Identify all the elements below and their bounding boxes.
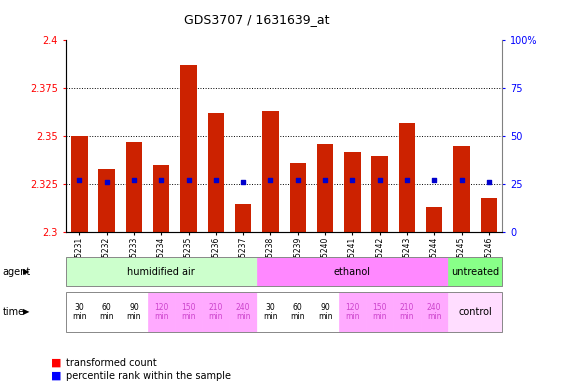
Bar bbox=[153, 165, 170, 232]
Point bbox=[484, 179, 493, 185]
Text: 30
min: 30 min bbox=[72, 303, 87, 321]
Point bbox=[102, 179, 111, 185]
Bar bbox=[235, 204, 251, 232]
Bar bbox=[289, 163, 306, 232]
Text: ▶: ▶ bbox=[23, 308, 29, 316]
Bar bbox=[481, 198, 497, 232]
Text: 120
min: 120 min bbox=[154, 303, 168, 321]
Text: humidified air: humidified air bbox=[127, 266, 195, 277]
Text: ■: ■ bbox=[51, 358, 62, 368]
Text: ▶: ▶ bbox=[23, 267, 29, 276]
Point bbox=[457, 177, 466, 184]
Text: 90
min: 90 min bbox=[318, 303, 332, 321]
Text: 240
min: 240 min bbox=[236, 303, 250, 321]
Bar bbox=[71, 136, 87, 232]
Text: agent: agent bbox=[3, 266, 31, 277]
Text: 60
min: 60 min bbox=[291, 303, 305, 321]
Bar bbox=[180, 65, 196, 232]
Text: GDS3707 / 1631639_at: GDS3707 / 1631639_at bbox=[184, 13, 329, 26]
Point bbox=[293, 177, 302, 184]
Text: 30
min: 30 min bbox=[263, 303, 278, 321]
Bar bbox=[426, 207, 443, 232]
Text: ethanol: ethanol bbox=[334, 266, 371, 277]
Bar bbox=[98, 169, 115, 232]
Text: control: control bbox=[459, 307, 492, 317]
Text: 240
min: 240 min bbox=[427, 303, 441, 321]
Point bbox=[184, 177, 193, 184]
Text: 120
min: 120 min bbox=[345, 303, 360, 321]
Bar bbox=[344, 152, 360, 232]
Text: percentile rank within the sample: percentile rank within the sample bbox=[66, 371, 231, 381]
Point bbox=[320, 177, 329, 184]
Text: 210
min: 210 min bbox=[400, 303, 414, 321]
Bar bbox=[317, 144, 333, 232]
Bar bbox=[453, 146, 470, 232]
Text: time: time bbox=[3, 307, 25, 317]
Point bbox=[348, 177, 357, 184]
Text: 90
min: 90 min bbox=[127, 303, 141, 321]
Bar bbox=[208, 113, 224, 232]
Point bbox=[403, 177, 412, 184]
Text: 60
min: 60 min bbox=[99, 303, 114, 321]
Text: 150
min: 150 min bbox=[181, 303, 196, 321]
Bar bbox=[126, 142, 142, 232]
Point bbox=[75, 177, 84, 184]
Text: 210
min: 210 min bbox=[208, 303, 223, 321]
Point bbox=[239, 179, 248, 185]
Point bbox=[211, 177, 220, 184]
Text: 150
min: 150 min bbox=[372, 303, 387, 321]
Point bbox=[266, 177, 275, 184]
Text: ■: ■ bbox=[51, 371, 62, 381]
Point bbox=[130, 177, 139, 184]
Bar bbox=[399, 123, 415, 232]
Bar bbox=[262, 111, 279, 232]
Text: untreated: untreated bbox=[451, 266, 499, 277]
Bar bbox=[371, 156, 388, 232]
Point bbox=[375, 177, 384, 184]
Point bbox=[156, 177, 166, 184]
Text: transformed count: transformed count bbox=[66, 358, 156, 368]
Point bbox=[429, 177, 439, 184]
